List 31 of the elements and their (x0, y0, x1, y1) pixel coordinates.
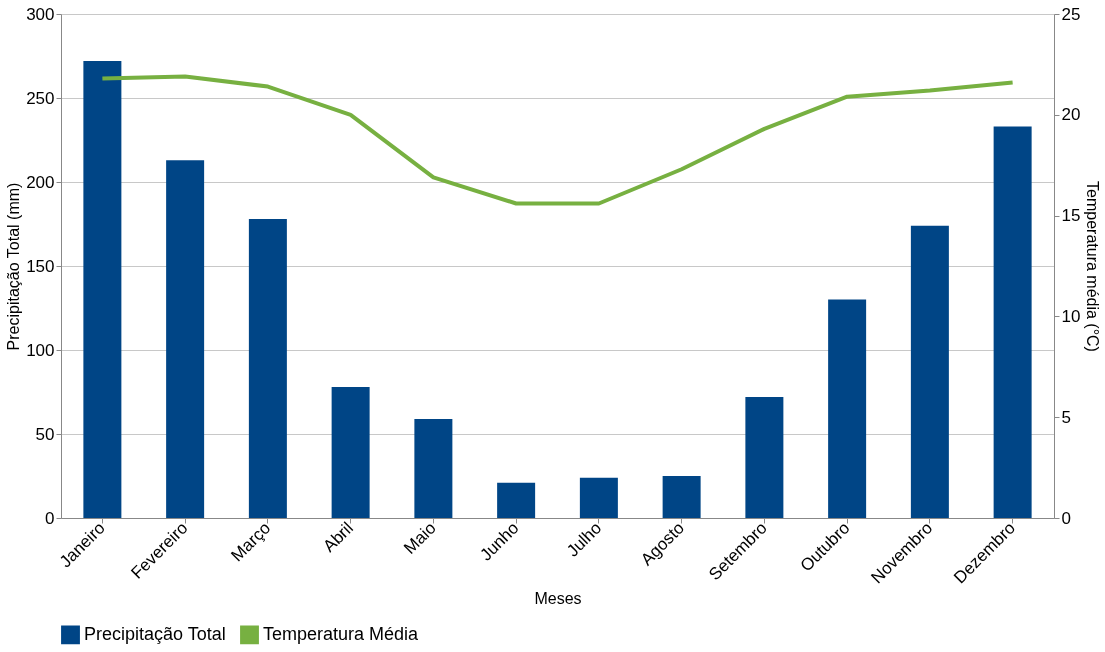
y2-tick-label: 5 (1061, 407, 1071, 427)
y2-tick-label: 20 (1061, 105, 1081, 125)
bar (910, 225, 949, 518)
y-tick-label: 250 (26, 88, 55, 108)
bar (993, 126, 1032, 518)
legend-label: Temperatura Média (263, 623, 420, 644)
y-tick-label: 50 (35, 424, 55, 444)
x-axis-title: Meses (534, 589, 582, 607)
legend-label: Precipitação Total (84, 623, 226, 644)
y-tick-label: 100 (26, 340, 55, 360)
y-tick-label: 300 (26, 4, 55, 24)
y-axis-title: Precipitação Total (mm) (5, 182, 23, 351)
bar (579, 477, 618, 518)
bar (248, 218, 287, 518)
bar (497, 482, 536, 518)
y-tick-label: 200 (26, 172, 55, 192)
y-tick-label: 150 (26, 256, 55, 276)
bar (83, 61, 122, 518)
y2-tick-label: 0 (1061, 508, 1071, 528)
bar (745, 397, 784, 518)
y2-tick-label: 10 (1061, 306, 1081, 326)
y2-tick-label: 15 (1061, 206, 1081, 226)
y-tick-label: 0 (45, 508, 55, 528)
y2-axis-title: Temperatura média (°C) (1084, 181, 1102, 352)
bar (828, 299, 867, 518)
line-series (100, 74, 1015, 206)
bar (166, 160, 205, 518)
bar (331, 386, 370, 518)
bar (414, 418, 453, 518)
bar (662, 476, 701, 518)
y2-tick-label: 25 (1061, 4, 1081, 24)
